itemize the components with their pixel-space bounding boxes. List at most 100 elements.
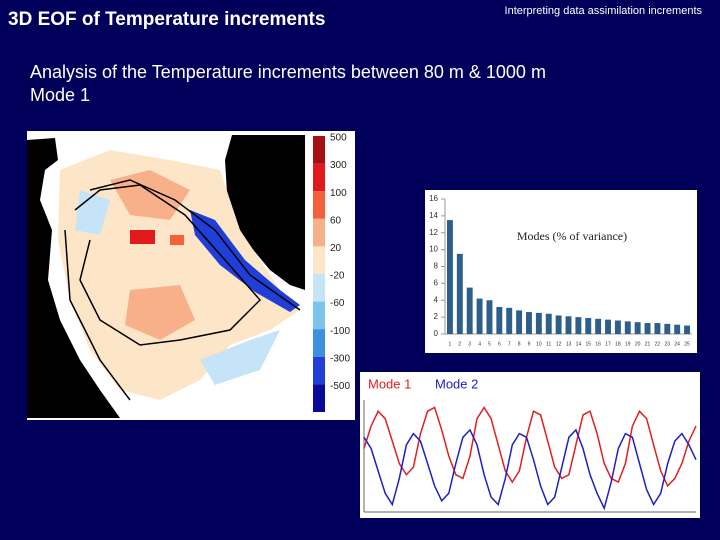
bar-chart-title: Modes (% of variance): [517, 229, 627, 243]
y-tick-label: 12: [429, 228, 438, 237]
bar: [486, 300, 493, 334]
legend-entry: Mode 1: [368, 376, 411, 391]
colorbar-label: -100: [330, 326, 350, 337]
colorbar-label: 100: [330, 188, 347, 199]
title: 3D EOF of Temperature increments: [8, 9, 325, 30]
x-tick-label: 23: [665, 341, 671, 347]
x-tick-label: 11: [546, 341, 551, 347]
map-field: [125, 285, 195, 340]
line-chart-bg: [360, 372, 700, 518]
contour: [74, 184, 262, 346]
x-tick-label: 25: [684, 341, 690, 347]
colorbar-swatch: [313, 218, 325, 247]
x-tick-label: 8: [518, 341, 521, 347]
x-tick-label: 2: [458, 341, 461, 347]
map-field: [58, 150, 300, 400]
bar: [684, 325, 691, 334]
bar: [466, 287, 473, 334]
legend: Mode 1 Mode 2: [368, 376, 478, 391]
bar: [644, 323, 651, 334]
x-tick-label: 19: [625, 341, 631, 347]
x-tick-label: 24: [674, 341, 680, 347]
x-tick-label: 15: [585, 341, 591, 347]
bar: [595, 318, 602, 334]
map-field: [170, 235, 184, 245]
colorbar-swatch: [313, 356, 325, 385]
y-tick-label: 6: [434, 278, 439, 287]
map-field: [130, 230, 155, 244]
bar: [664, 323, 671, 334]
bar: [565, 316, 572, 334]
bar: [506, 307, 513, 334]
x-tick-label: 14: [576, 341, 582, 347]
y-tick-label: 4: [434, 295, 439, 304]
y-tick-label: 14: [429, 211, 438, 220]
x-tick-label: 5: [488, 341, 491, 347]
y-tick-label: 16: [429, 194, 438, 203]
x-tick-label: 21: [645, 341, 651, 347]
x-tick-label: 10: [536, 341, 542, 347]
y-tick-label: 8: [434, 262, 439, 271]
bar: [614, 320, 621, 334]
bar: [555, 315, 562, 334]
x-tick-label: 18: [615, 341, 621, 347]
bar: [545, 313, 552, 334]
bar: [526, 312, 532, 334]
contour: [64, 229, 131, 401]
contour: [89, 179, 301, 311]
x-tick-label: 3: [468, 341, 471, 347]
y-tick-label: 2: [434, 312, 439, 321]
subtitle: Interpreting data assimilation increment…: [505, 5, 703, 17]
land: [27, 138, 120, 418]
bar: [496, 307, 503, 334]
map-field: [75, 190, 110, 235]
analysis-text: Analysis of the Temperature increments b…: [30, 62, 546, 82]
bar: [634, 322, 641, 334]
legend-entry: Mode 2: [435, 376, 478, 391]
colorbar-label: -300: [330, 353, 350, 364]
bar: [476, 298, 483, 334]
colorbar-swatch: [313, 246, 325, 274]
bar: [674, 324, 681, 334]
series-line: [363, 428, 697, 511]
x-tick-label: 12: [556, 341, 562, 347]
y-tick-label: 10: [429, 245, 438, 254]
land: [225, 135, 305, 290]
y-tick-label: 0: [434, 329, 439, 338]
bar: [516, 310, 523, 334]
x-tick-label: 6: [498, 341, 501, 347]
colorbar-label: 20: [330, 243, 342, 254]
bar: [456, 253, 463, 334]
colorbar-swatch: [313, 191, 325, 219]
colorbar-label: -20: [330, 271, 345, 282]
x-tick-label: 17: [605, 341, 611, 347]
x-tick-label: 4: [478, 341, 481, 347]
x-tick-label: 1: [449, 341, 452, 347]
colorbar-swatch: [313, 384, 325, 412]
x-tick-label: 20: [635, 341, 641, 347]
mode-text: Mode 1: [30, 85, 90, 105]
bar: [585, 317, 592, 334]
colorbar-swatch: [313, 136, 325, 164]
bar: [654, 323, 661, 334]
x-tick-label: 13: [566, 341, 572, 347]
bar: [575, 317, 582, 334]
bar: [535, 312, 542, 334]
bar: [624, 321, 631, 334]
bar: [446, 220, 453, 334]
colorbar-swatch: [313, 301, 325, 330]
colorbar-label: 500: [330, 133, 347, 144]
colorbar-label: -60: [330, 298, 345, 309]
colorbar-label: 300: [330, 160, 347, 171]
colorbar-swatch: [313, 274, 325, 302]
colorbar-label: -500: [330, 381, 350, 392]
bar: [605, 319, 611, 334]
x-tick-label: 7: [508, 341, 511, 347]
colorbar-swatch: [313, 163, 325, 192]
x-tick-label: 9: [528, 341, 531, 347]
x-tick-label: 16: [595, 341, 601, 347]
map-field: [200, 330, 280, 385]
map-field: [190, 210, 300, 312]
map-image: [27, 131, 355, 420]
